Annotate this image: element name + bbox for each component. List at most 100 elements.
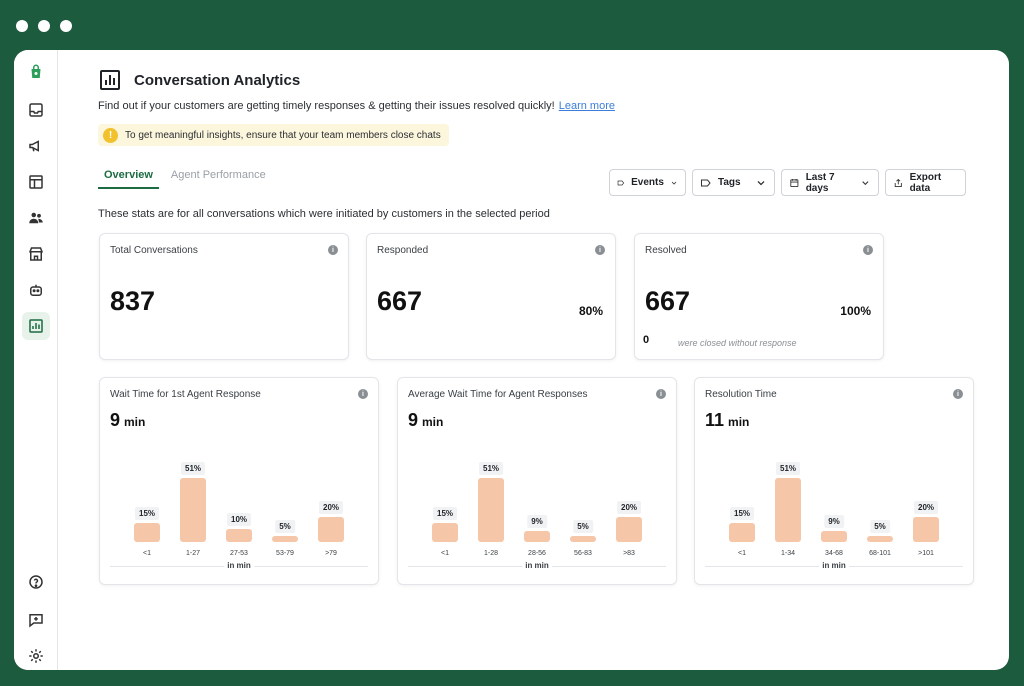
bar-value-label: 51% <box>180 462 206 475</box>
closed-without-response-note: were closed without response <box>678 338 797 348</box>
category-label: 27-53 <box>230 550 248 557</box>
info-icon[interactable]: i <box>328 245 338 255</box>
tab-overview[interactable]: Overview <box>98 163 159 189</box>
chevron-down-icon <box>757 180 765 185</box>
export-data-button[interactable]: Export data <box>885 169 966 196</box>
bar-value-label: 20% <box>913 500 939 514</box>
chart-bar[interactable] <box>180 478 206 542</box>
events-filter-label: Events <box>631 177 664 188</box>
layout-icon[interactable] <box>22 168 50 196</box>
wait-time-value: 9 min <box>110 410 145 431</box>
info-icon[interactable]: i <box>953 389 963 399</box>
calendar-icon <box>790 178 799 187</box>
wait-time-unit: min <box>124 415 146 429</box>
category-label: 1-34 <box>780 550 796 557</box>
category-label: 28-56 <box>528 550 546 557</box>
chart-bar[interactable] <box>318 516 344 542</box>
learn-more-link[interactable]: Learn more <box>558 100 615 112</box>
tag-icon <box>617 180 625 185</box>
total-conversations-value: 837 <box>110 286 156 316</box>
wait-time-number: 9 <box>110 410 121 430</box>
category-label: >83 <box>623 550 635 557</box>
card-label: Resolution Time <box>705 389 777 400</box>
category-label: 1-27 <box>185 550 201 557</box>
chart-bar[interactable] <box>821 530 847 542</box>
bot-icon[interactable] <box>22 276 50 304</box>
chart-bar[interactable] <box>272 535 298 542</box>
analytics-icon[interactable] <box>22 312 50 340</box>
bar-value-label: 5% <box>870 519 890 533</box>
feedback-icon[interactable] <box>22 606 50 634</box>
window-dot[interactable] <box>60 20 72 32</box>
app-window: Conversation Analytics Find out if your … <box>14 50 1009 670</box>
category-label: 68-101 <box>869 550 891 557</box>
bar-value-label: 20% <box>616 500 642 514</box>
chart-bar[interactable] <box>913 516 939 542</box>
info-icon[interactable]: i <box>595 245 605 255</box>
category-label: <1 <box>441 550 449 557</box>
chart-bar[interactable] <box>134 523 160 542</box>
export-label: Export data <box>909 171 942 194</box>
tags-filter-label: Tags <box>718 177 741 188</box>
chart-bar[interactable] <box>616 516 642 542</box>
category-label: 1-28 <box>483 550 499 557</box>
resolved-value: 667 <box>645 286 691 316</box>
wait-time-number: 11 <box>705 410 725 430</box>
date-range-filter[interactable]: Last 7 days <box>781 169 879 196</box>
main-content: Conversation Analytics Find out if your … <box>58 50 1009 670</box>
settings-icon[interactable] <box>22 642 50 670</box>
page-header: Conversation Analytics <box>98 68 300 92</box>
x-axis-label: in min <box>224 561 254 570</box>
chart-bar[interactable] <box>478 478 504 542</box>
info-icon[interactable]: i <box>656 389 666 399</box>
bar-value-label: 51% <box>775 462 801 475</box>
bar-value-label: 9% <box>824 514 844 528</box>
chart-bar[interactable] <box>729 523 755 542</box>
megaphone-icon[interactable] <box>22 132 50 160</box>
stats-note: These stats are for all conversations wh… <box>98 208 550 220</box>
window-controls <box>16 20 72 32</box>
subtitle-text: Find out if your customers are getting t… <box>98 100 555 112</box>
bar-value-label: 15% <box>729 507 755 521</box>
wait-time-number: 9 <box>408 410 419 430</box>
info-icon[interactable]: i <box>358 389 368 399</box>
events-filter[interactable]: Events <box>609 169 686 196</box>
bar-value-label: 20% <box>318 500 344 514</box>
window-dot[interactable] <box>16 20 28 32</box>
chart-bar[interactable] <box>524 530 550 542</box>
contacts-icon[interactable] <box>22 204 50 232</box>
chart-bar[interactable] <box>867 535 893 542</box>
bar-value-label: 15% <box>134 507 160 521</box>
store-icon[interactable] <box>22 240 50 268</box>
card-label: Responded <box>377 245 429 256</box>
x-axis-label: in min <box>522 561 552 570</box>
chart-bar[interactable] <box>432 523 458 542</box>
bar-value-label: 9% <box>527 514 547 528</box>
warning-icon: ! <box>103 127 118 143</box>
responded-percent: 80% <box>578 304 603 318</box>
wait-time-value: 11 min <box>705 410 749 431</box>
resolution-time-card: Resolution Time i 11 min 15% <1 51% 1-34 9% 34… <box>694 377 974 585</box>
x-axis-label: in min <box>819 561 849 570</box>
chevron-down-icon <box>671 181 677 185</box>
average-wait-time-card: Average Wait Time for Agent Responses i … <box>397 377 677 585</box>
tab-agent-performance[interactable]: Agent Performance <box>170 169 266 181</box>
wait-time-first-response-card: Wait Time for 1st Agent Response i 9 min … <box>99 377 379 585</box>
help-icon[interactable] <box>22 568 50 596</box>
inbox-icon[interactable] <box>22 96 50 124</box>
bar-value-label: 5% <box>573 519 593 533</box>
logo-icon[interactable] <box>22 58 50 86</box>
category-label: <1 <box>143 550 151 557</box>
chevron-down-icon <box>862 180 869 185</box>
tags-filter[interactable]: Tags <box>692 169 775 196</box>
page-subtitle: Find out if your customers are getting t… <box>98 100 615 112</box>
resolved-percent: 100% <box>840 304 871 318</box>
tags-filter-inner: Tags <box>700 177 741 189</box>
window-dot[interactable] <box>38 20 50 32</box>
info-icon[interactable]: i <box>863 245 873 255</box>
chart-bar[interactable] <box>570 535 596 542</box>
chart-bar[interactable] <box>226 529 252 542</box>
chart-bar[interactable] <box>775 478 801 542</box>
card-label: Resolved <box>645 245 687 256</box>
responded-value: 667 <box>377 286 423 316</box>
